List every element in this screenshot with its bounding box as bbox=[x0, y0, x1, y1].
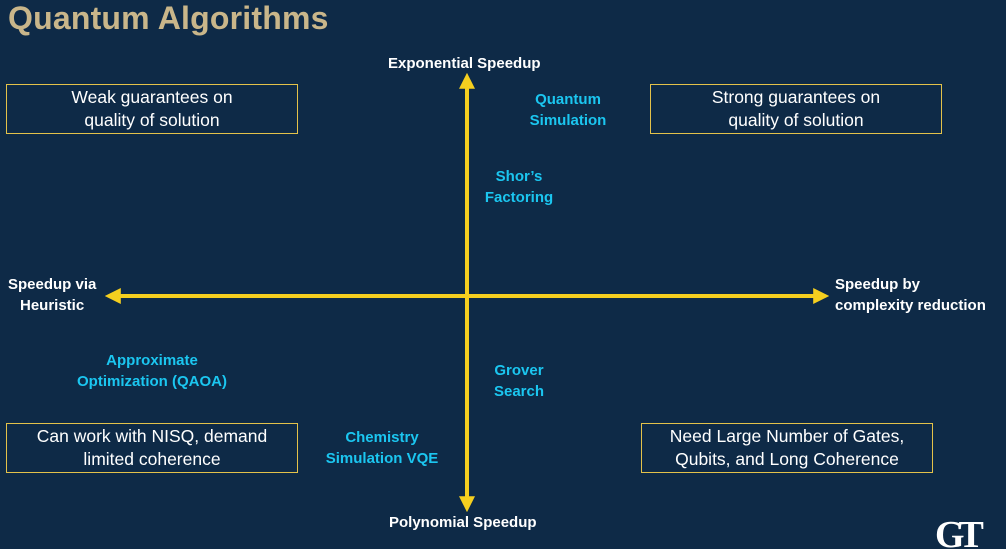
axis-label-right: Speedup by complexity reduction bbox=[835, 274, 986, 316]
algo-grover-search-line1: Grover bbox=[494, 362, 544, 379]
algo-quantum-simulation-line2: Simulation bbox=[529, 112, 607, 129]
axis-label-left-line2: Heuristic bbox=[20, 297, 85, 314]
box-bottom-left-line2: limited coherence bbox=[83, 449, 221, 469]
algo-approximate-optimization-line1: Approximate bbox=[106, 352, 198, 369]
algo-chemistry-simulation-line1: Chemistry bbox=[345, 429, 419, 446]
algo-shors-factoring-line2: Factoring bbox=[484, 189, 554, 206]
axis-label-top: Exponential Speedup bbox=[388, 55, 541, 72]
box-bottom-right-line1: Need Large Number of Gates, bbox=[669, 426, 905, 446]
axis-label-bottom: Polynomial Speedup bbox=[389, 514, 537, 531]
box-bottom-right-line2: Qubits, and Long Coherence bbox=[675, 449, 899, 469]
algo-approximate-optimization: Approximate Optimization (QAOA) bbox=[62, 350, 242, 392]
algo-quantum-simulation-line1: Quantum bbox=[535, 91, 601, 108]
axis-label-left: Speedup via Heuristic bbox=[8, 274, 96, 316]
box-bottom-left-line1: Can work with NISQ, demand bbox=[36, 426, 268, 446]
box-top-left-line2: quality of solution bbox=[84, 110, 220, 130]
axis-label-left-line1: Speedup via bbox=[8, 276, 97, 293]
algo-chemistry-simulation: Chemistry Simulation VQE bbox=[316, 427, 448, 469]
algo-shors-factoring: Shor’s Factoring bbox=[474, 166, 564, 208]
gt-logo: GT bbox=[935, 516, 990, 549]
box-top-left: Weak guarantees on quality of solution bbox=[6, 84, 298, 134]
page-title: Quantum Algorithms bbox=[8, 0, 329, 36]
axis-label-right-line2: complexity reduction bbox=[835, 297, 986, 314]
box-top-right: Strong guarantees on quality of solution bbox=[650, 84, 942, 134]
box-bottom-right: Need Large Number of Gates, Qubits, and … bbox=[641, 423, 933, 473]
box-top-left-line1: Weak guarantees on bbox=[71, 87, 233, 107]
algo-shors-factoring-line1: Shor’s bbox=[495, 168, 543, 185]
algo-approximate-optimization-line2: Optimization (QAOA) bbox=[77, 373, 227, 390]
axis-label-right-line1: Speedup by bbox=[835, 276, 921, 293]
algo-grover-search-line2: Search bbox=[493, 383, 545, 400]
algo-chemistry-simulation-line2: Simulation VQE bbox=[325, 450, 439, 467]
box-top-right-line1: Strong guarantees on bbox=[711, 87, 881, 107]
algo-quantum-simulation: Quantum Simulation bbox=[518, 89, 618, 131]
algo-grover-search: Grover Search bbox=[479, 360, 559, 402]
box-top-right-line2: quality of solution bbox=[728, 110, 864, 130]
gt-logo-text: GT bbox=[935, 516, 984, 549]
box-bottom-left: Can work with NISQ, demand limited coher… bbox=[6, 423, 298, 473]
